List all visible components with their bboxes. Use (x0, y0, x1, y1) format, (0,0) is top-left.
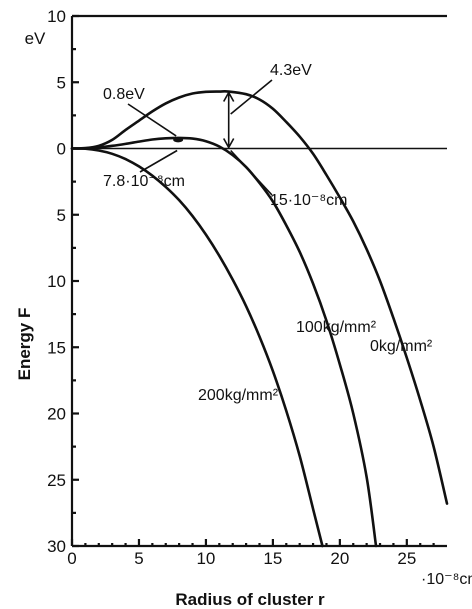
y-tick-label: 10 (47, 272, 66, 291)
leader-7-8cm (139, 149, 178, 173)
x-tick-label: 10 (196, 549, 215, 568)
x-tick-label: 15 (263, 549, 282, 568)
y-axis-label: Energy F (15, 308, 34, 381)
annotation-barrier-0kg: 4.3eV (270, 62, 312, 79)
barrier-arrow-head-bottom (222, 138, 235, 150)
y-axis-unit: eV (25, 29, 46, 48)
x-tick-label: 5 (134, 549, 143, 568)
leader-4-3ev (230, 79, 273, 115)
peak-marker-100kg (173, 137, 184, 143)
curve-0kg (70, 90, 449, 505)
y-tick-label: 30 (47, 537, 66, 556)
x-tick-label: 20 (330, 549, 349, 568)
y-tick-label: 20 (47, 405, 66, 424)
curve-100kg (70, 136, 378, 548)
series-label-0kg: 0kg/mm² (370, 338, 433, 355)
y-tick-label: 5 (57, 73, 66, 92)
y-tick-label: 5 (57, 206, 66, 225)
x-axis-label: Radius of cluster r (175, 590, 325, 609)
y-tick-label: 25 (47, 471, 66, 490)
x-axis-unit: ·10⁻⁸cm (421, 571, 472, 588)
curves-group (70, 90, 449, 548)
annotation-radius-100kg: 7.8·10⁻⁸cm (103, 173, 185, 190)
barrier-arrow-head-top (222, 90, 235, 102)
leader-0-8ev (127, 103, 177, 137)
annotation-barrier-100kg: 0.8eV (103, 86, 145, 103)
leader-15cm (230, 149, 273, 196)
annotation-radius-0kg: 15·10⁻⁸cm (270, 192, 347, 209)
annotations-group (127, 79, 273, 196)
curve-200kg (70, 147, 324, 548)
series-label-200kg: 200kg/mm² (198, 387, 279, 404)
series-label-100kg: 100kg/mm² (296, 319, 377, 336)
y-tick-label: 15 (47, 338, 66, 357)
y-tick-label: 10 (47, 7, 66, 26)
x-tick-label: 25 (397, 549, 416, 568)
y-tick-label: 0 (57, 140, 66, 159)
x-tick-label: 0 (67, 549, 76, 568)
